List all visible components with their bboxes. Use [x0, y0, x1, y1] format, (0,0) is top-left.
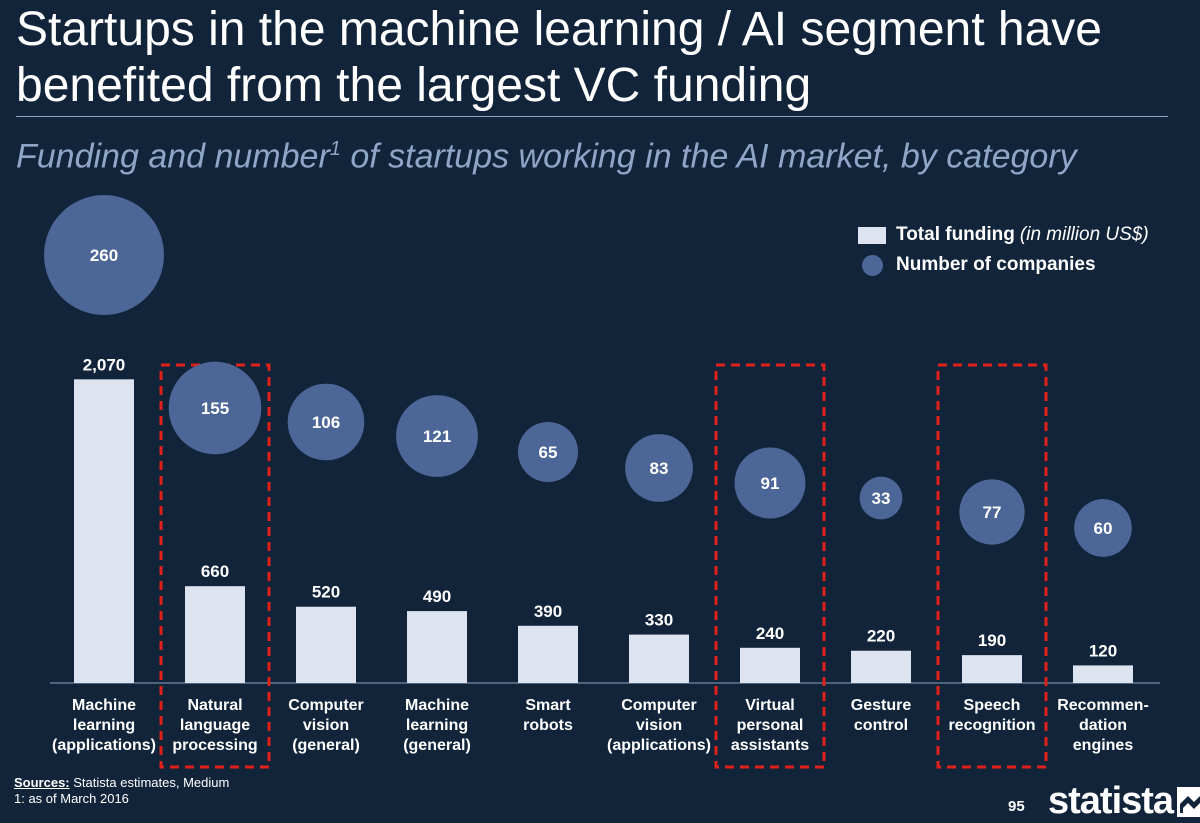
funding-bar — [740, 647, 800, 683]
funding-bar — [185, 586, 245, 683]
sources-line: Sources: Statista estimates, Medium — [14, 775, 229, 791]
company-bubble — [168, 361, 262, 455]
funding-value-label: 190 — [978, 631, 1006, 650]
funding-bar — [518, 625, 578, 683]
funding-bar — [962, 655, 1022, 683]
title-divider — [16, 116, 1168, 117]
chart-legend: Total funding (in million US$) Number of… — [858, 220, 1149, 280]
subtitle-footnote-ref: 1 — [329, 138, 341, 160]
chart-subtitle: Funding and number1 of startups working … — [16, 126, 1176, 179]
company-count-label: 77 — [983, 503, 1002, 522]
company-count-label: 121 — [423, 427, 451, 446]
funding-value-label: 490 — [423, 587, 451, 606]
statista-mark-icon — [1177, 786, 1200, 817]
company-count-label: 60 — [1094, 519, 1113, 538]
funding-bar — [1073, 665, 1133, 683]
funding-value-label: 330 — [645, 611, 673, 630]
sources-note: Sources: Statista estimates, Medium 1: a… — [14, 775, 229, 807]
legend-item-funding: Total funding (in million US$) — [858, 220, 1149, 250]
funding-bar — [74, 379, 134, 683]
company-bubble — [396, 395, 478, 477]
category-label: Machine learning (general) — [403, 697, 471, 754]
subtitle-text-before: Funding and number — [16, 137, 330, 176]
page-number: 95 — [1008, 798, 1025, 815]
category-label: Computer vision (general) — [288, 697, 364, 754]
legend-bar-swatch — [858, 226, 886, 244]
funding-bar — [629, 634, 689, 683]
category-label: Natural language processing — [172, 697, 257, 754]
highlight-box — [714, 363, 826, 769]
company-count-label: 155 — [201, 399, 229, 418]
brand-name: statista — [1048, 780, 1174, 822]
company-bubble — [1074, 499, 1132, 557]
category-label: Machine learning (applications) — [52, 697, 156, 754]
company-count-label: 260 — [90, 246, 118, 265]
company-bubble — [518, 422, 578, 482]
funding-bar — [851, 650, 911, 683]
legend-funding-label: Total funding — [896, 224, 1015, 245]
company-count-label: 65 — [539, 443, 558, 462]
legend-item-companies: Number of companies — [858, 250, 1149, 280]
brand-logo: statista — [1048, 780, 1200, 823]
funding-value-label: 660 — [201, 562, 229, 581]
company-bubble — [44, 195, 164, 315]
funding-value-label: 390 — [534, 602, 562, 621]
funding-value-label: 220 — [867, 627, 895, 646]
sources-label: Sources: — [14, 775, 70, 790]
funding-value-label: 520 — [312, 583, 340, 602]
funding-bar — [407, 611, 467, 683]
company-bubble — [734, 447, 806, 519]
company-bubble — [287, 383, 365, 461]
legend-companies-label: Number of companies — [896, 254, 1096, 275]
funding-bar — [296, 606, 356, 683]
company-bubble — [625, 434, 693, 502]
highlight-box — [936, 363, 1048, 769]
company-count-label: 33 — [872, 489, 891, 508]
company-count-label: 91 — [761, 474, 780, 493]
company-bubble — [959, 479, 1025, 545]
company-count-label: 83 — [650, 459, 669, 478]
company-bubble — [859, 476, 903, 520]
category-label: Recommen-dation engines — [1057, 697, 1149, 754]
funding-value-label: 120 — [1089, 641, 1117, 660]
category-label: Gesture control — [851, 697, 912, 734]
category-label: Smart robots — [523, 697, 573, 734]
legend-funding-unit: (in million US$) — [1019, 224, 1149, 245]
chart-title: Startups in the machine learning / AI se… — [16, 3, 1102, 112]
company-count-label: 106 — [312, 413, 340, 432]
sources-text: Statista estimates, Medium — [69, 775, 230, 790]
category-label: Speech recognition — [948, 697, 1035, 734]
funding-value-label: 2,070 — [83, 355, 126, 374]
legend-bubble-swatch — [862, 254, 883, 276]
category-label: Computer vision (applications) — [607, 697, 711, 754]
footnote: 1: as of March 2016 — [14, 791, 129, 806]
subtitle-text-after: of startups working in the AI market, by… — [340, 137, 1077, 176]
funding-value-label: 240 — [756, 624, 784, 643]
category-label: Virtual personal assistants — [731, 697, 809, 754]
